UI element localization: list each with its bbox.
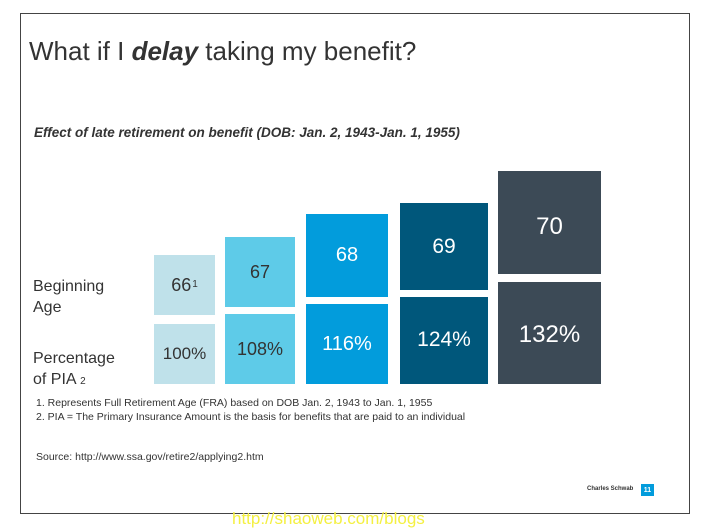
chart-subtitle: Effect of late retirement on benefit (DO… (34, 125, 460, 140)
age-box-69: 69 (400, 203, 488, 290)
source-text: Source: http://www.ssa.gov/retire2/apply… (36, 451, 264, 463)
pia-box-70: 132% (498, 282, 601, 384)
row-label-pia: Percentage of PIA 2 (33, 350, 115, 388)
age-box-68: 68 (306, 214, 388, 297)
pia-footnote-marker: 2 (80, 376, 86, 387)
age-box-66: 66 1 (154, 255, 215, 315)
pia-box-66: 100% (154, 324, 215, 384)
age-box-67: 67 (225, 237, 295, 307)
title-emphasis: delay (131, 36, 199, 66)
brand-logo-text: Charles Schwab (587, 486, 634, 492)
row-label-age: Beginning Age (33, 278, 105, 316)
footnotes: 1. Represents Full Retirement Age (FRA) … (36, 396, 465, 424)
watermark-url: http://shaoweb.com/blogs (232, 509, 425, 528)
fra-footnote-marker: 1 (192, 279, 198, 290)
pia-box-67: 108% (225, 314, 295, 384)
age-box-70: 70 (498, 171, 601, 274)
pia-box-69: 124% (400, 297, 488, 384)
slide-title: What if I delay taking my benefit? (29, 36, 417, 66)
footnote-1: 1. Represents Full Retirement Age (FRA) … (36, 397, 433, 409)
footnote-2: 2. PIA = The Primary Insurance Amount is… (36, 411, 466, 423)
pia-box-68: 116% (306, 304, 388, 384)
page-number: 11 (641, 484, 654, 496)
